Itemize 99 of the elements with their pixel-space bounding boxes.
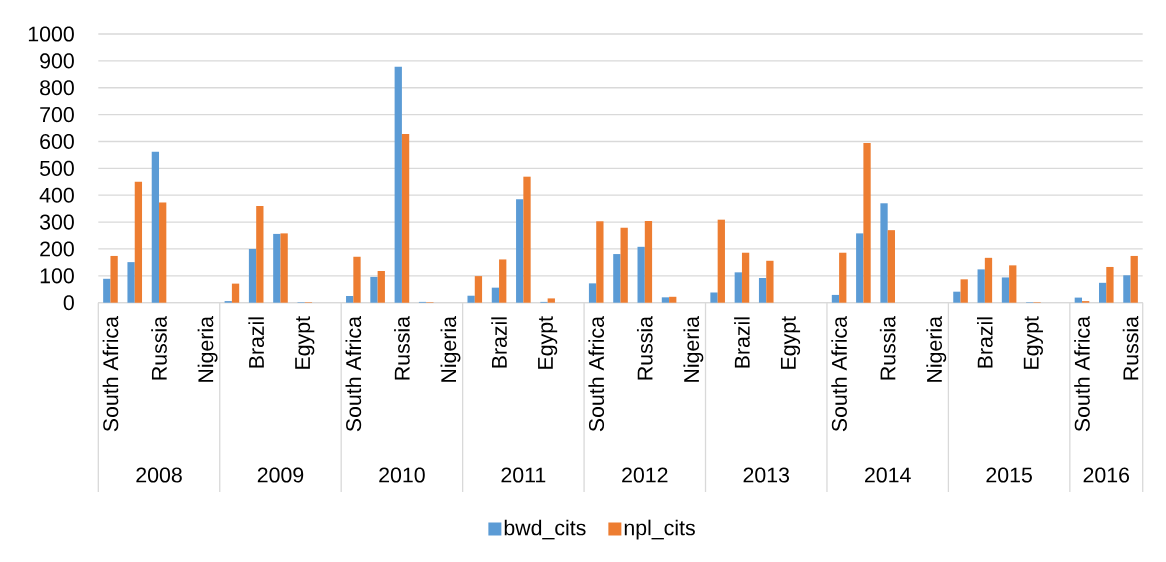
x-tick-label: Brazil: [491, 317, 507, 368]
bar: [637, 246, 645, 303]
bar: [1130, 255, 1138, 303]
bar: [346, 295, 354, 303]
y-tick-label: 1000: [28, 26, 74, 42]
text: 2012: [622, 467, 668, 483]
bar: [734, 272, 742, 303]
y-tick-label: 100: [40, 268, 74, 284]
y-tick-label: 200: [40, 241, 74, 257]
bar: [159, 202, 167, 303]
bar: [1001, 277, 1010, 303]
x-tick-label: Russia: [636, 315, 653, 380]
bar: [984, 257, 993, 303]
bar: [831, 294, 840, 303]
x-tick-label: Russia: [879, 315, 896, 380]
y-tick-label: 300: [39, 214, 74, 230]
bar: [588, 283, 597, 303]
bar: [377, 270, 385, 303]
bar: [717, 219, 725, 303]
y-tick-label: 900: [40, 53, 74, 69]
bar: [370, 276, 378, 303]
x-tick-label: Egypt: [295, 316, 315, 369]
bar: [151, 151, 160, 303]
bar: [353, 256, 361, 303]
bar: [134, 181, 143, 303]
bar: [644, 221, 653, 303]
bar: [596, 221, 604, 303]
y-tick-label: 600: [40, 133, 74, 150]
x-tick-label: South Africa: [588, 316, 605, 432]
y-tick-label: 700: [40, 107, 74, 123]
x-tick-label: Nigeria: [440, 316, 461, 382]
bar: [491, 287, 500, 303]
bar: [863, 143, 871, 303]
text: 2010: [379, 467, 425, 483]
bar: [1106, 266, 1114, 303]
bar: [499, 259, 507, 303]
bar: [1009, 265, 1017, 303]
y-tick-label: 500: [40, 160, 74, 176]
bar: [977, 269, 985, 303]
bar: [110, 255, 118, 303]
bar: [661, 297, 670, 303]
x-tick-label: Nigeria: [926, 316, 947, 382]
bar: [620, 227, 628, 303]
x-tick-label: South Africa: [345, 316, 362, 432]
text: 2008: [136, 467, 182, 483]
bar: [256, 205, 264, 303]
bar: [280, 233, 288, 303]
x-tick-label: Brazil: [734, 317, 750, 368]
bar: [523, 176, 531, 303]
x-tick-label: Russia: [394, 315, 410, 380]
bar: [1098, 282, 1107, 303]
x-tick-label: Brazil: [248, 317, 265, 368]
text: 2011: [501, 467, 546, 483]
x-tick-label: Egypt: [1023, 316, 1043, 369]
bar: [613, 254, 621, 303]
bar: [467, 295, 475, 303]
x-tick-label: Brazil: [977, 317, 993, 368]
x-tick-label: Egypt: [538, 316, 558, 369]
legend-label: npl_cits: [624, 519, 695, 540]
bar: [887, 230, 895, 303]
text: 2009: [257, 467, 304, 483]
x-tick-label: South Africa: [831, 316, 847, 432]
bar: [710, 292, 718, 303]
bar: [394, 66, 402, 303]
bar: [127, 262, 135, 303]
bar: [758, 277, 767, 303]
bar: [1123, 275, 1131, 303]
y-tick-label: 400: [39, 187, 74, 203]
bar: [669, 296, 677, 303]
legend-label: bwd_cits: [504, 519, 586, 540]
bar: [273, 233, 281, 303]
x-tick-label: Egypt: [780, 316, 801, 369]
bar: [1074, 297, 1082, 303]
x-tick-label: South Africa: [1074, 316, 1090, 432]
bar: [856, 233, 864, 303]
bar: [880, 203, 888, 303]
bar: [960, 279, 968, 303]
x-tick-label: South Africa: [102, 316, 119, 432]
text: 2016: [1083, 467, 1130, 483]
bar: [231, 283, 240, 303]
x-tick-label: Nigeria: [683, 316, 704, 382]
text: 2015: [986, 467, 1032, 483]
y-tick-label: 0: [63, 295, 74, 311]
text: 2014: [865, 467, 911, 483]
bar: [766, 260, 774, 303]
bar: [741, 252, 750, 303]
y-tick-label: 800: [40, 80, 74, 96]
text: 2013: [743, 467, 790, 483]
x-tick-label: Russia: [1122, 315, 1139, 380]
bar: [547, 298, 555, 303]
bar: [953, 291, 961, 303]
x-tick-label: Nigeria: [197, 316, 218, 382]
x-tick-label: Russia: [151, 315, 167, 380]
bar: [474, 276, 483, 303]
bar: [401, 133, 410, 303]
bar: [103, 278, 111, 303]
bar: [839, 252, 847, 303]
bar: [516, 199, 524, 303]
bar: [248, 248, 257, 303]
